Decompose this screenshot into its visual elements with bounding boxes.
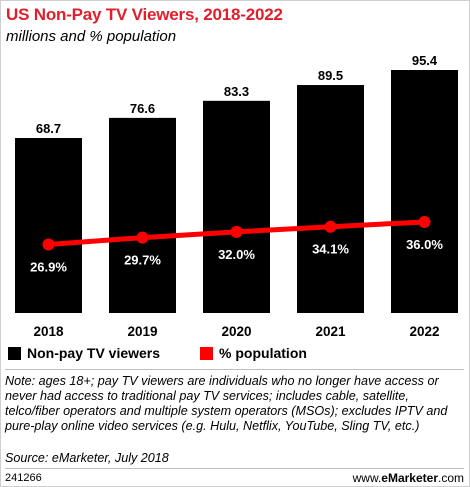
percent-value-label-2019: 29.7%: [124, 253, 161, 268]
x-tick-label-2022: 2022: [409, 324, 439, 339]
legend-swatch-percent: [200, 346, 214, 360]
chart-footer: 241266 www.eMarketer.com: [5, 470, 464, 485]
bar-value-label-2022: 95.4: [412, 53, 438, 68]
x-tick-label-2021: 2021: [315, 324, 346, 339]
percent-point-2022: [418, 216, 431, 228]
x-tick-label-2018: 2018: [33, 324, 64, 339]
percent-value-label-2021: 34.1%: [312, 242, 349, 257]
chart-title: US Non-Pay TV Viewers, 2018-2022: [6, 5, 283, 24]
percent-value-label-2020: 32.0%: [218, 247, 255, 262]
bar-2021: [297, 85, 364, 313]
brand-name: eMarketer: [381, 470, 438, 485]
brand-link[interactable]: www.eMarketer.com: [353, 471, 464, 485]
bar-2018: [15, 138, 82, 313]
legend-item-viewers: Non-pay TV viewers: [8, 345, 160, 361]
brand-prefix: www.: [352, 470, 382, 485]
legend-label-viewers: Non-pay TV viewers: [27, 345, 161, 361]
bar-value-label-2021: 89.5: [318, 68, 343, 83]
legend-item-percent: % population: [200, 345, 307, 361]
divider-top: [5, 369, 464, 370]
x-tick-label-2019: 2019: [127, 324, 157, 339]
divider-bottom: [5, 468, 464, 469]
brand-suffix: .com: [437, 470, 464, 485]
legend-swatch-viewers: [8, 346, 21, 360]
bar-value-label-2020: 83.3: [224, 84, 249, 99]
chart-note: Note: ages 18+; pay TV viewers are indiv…: [5, 374, 448, 433]
bar-2022: [391, 70, 458, 313]
chart-source: Source: eMarketer, July 2018: [5, 451, 169, 465]
bar-value-label-2018: 68.7: [36, 121, 61, 136]
chart-id: 241266: [5, 471, 42, 484]
chart-subtitle: millions and % population: [6, 28, 177, 45]
bar-2020: [203, 100, 270, 313]
chart-legend: Non-pay TV viewers % population: [8, 345, 347, 361]
bar-value-label-2019: 76.6: [130, 101, 155, 116]
bar-2019: [109, 117, 176, 313]
percent-point-2021: [324, 220, 337, 233]
legend-label-percent: % population: [219, 345, 307, 361]
x-tick-label-2020: 2020: [221, 324, 251, 339]
percent-value-label-2022: 36.0%: [406, 237, 443, 252]
chart-plot: 68.7 2018 76.6 2019 83.3 2020 89.5 2021 95.4 2022…: [15, 53, 458, 339]
percent-point-2018: [42, 238, 55, 251]
percent-point-2020: [230, 225, 243, 238]
percent-value-label-2018: 26.9%: [30, 260, 67, 275]
percent-point-2019: [136, 231, 149, 244]
